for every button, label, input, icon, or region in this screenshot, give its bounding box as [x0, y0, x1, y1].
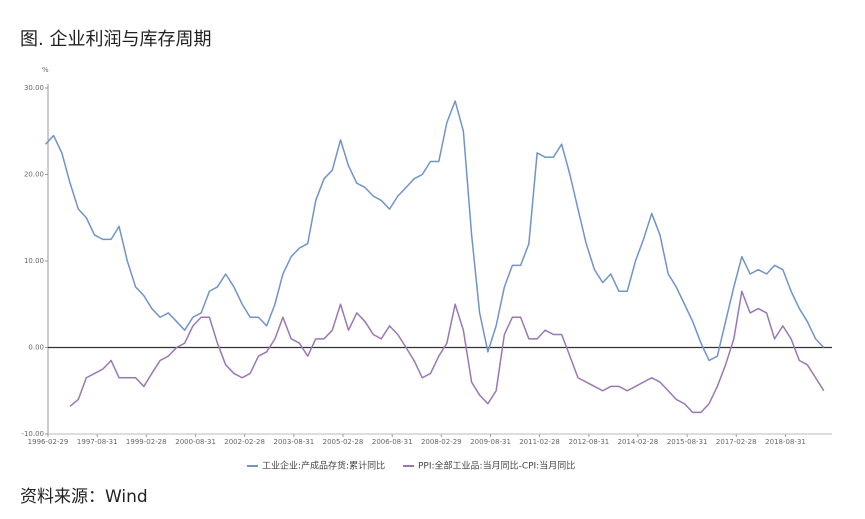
x-tick-label: 2011-02-28	[519, 438, 560, 446]
legend-label: 工业企业:产成品存货:累计同比	[262, 460, 385, 472]
y-unit: %	[42, 66, 49, 74]
x-tick-label: 2002-02-28	[224, 438, 265, 446]
y-tick-label: -10.00	[21, 430, 44, 438]
x-tick-label: 1999-02-28	[126, 438, 167, 446]
x-tick-label: 1997-08-31	[77, 438, 118, 446]
series-line	[44, 100, 825, 362]
x-tick-label: 2015-08-31	[667, 438, 708, 446]
y-tick-label: 0.00	[28, 344, 44, 352]
legend-label: PPI:全部工业品:当月同比-CPI:当月同比	[418, 460, 575, 472]
x-tick-label: 2006-08-31	[372, 438, 413, 446]
y-tick-label: 20.00	[24, 171, 44, 179]
y-tick-label: 10.00	[24, 257, 44, 265]
x-tick-label: 2003-08-31	[274, 438, 315, 446]
series-line	[69, 290, 825, 414]
x-tick-label: 2008-02-29	[421, 438, 462, 446]
x-tick-label: 2018-08-31	[765, 438, 806, 446]
x-tick-label: 2012-08-31	[569, 438, 610, 446]
x-tick-label: 2005-02-28	[323, 438, 364, 446]
x-tick-label: 2009-08-31	[470, 438, 511, 446]
x-tick-label: 2017-02-28	[716, 438, 757, 446]
x-tick-label: 2014-02-28	[618, 438, 659, 446]
y-tick-label: 30.00	[24, 84, 44, 92]
source: 资料来源：Wind	[20, 487, 148, 507]
x-tick-label: 1996-02-29	[28, 438, 69, 446]
x-tick-label: 2000-08-31	[175, 438, 216, 446]
chart-title: 图. 企业利润与库存周期	[20, 29, 211, 50]
